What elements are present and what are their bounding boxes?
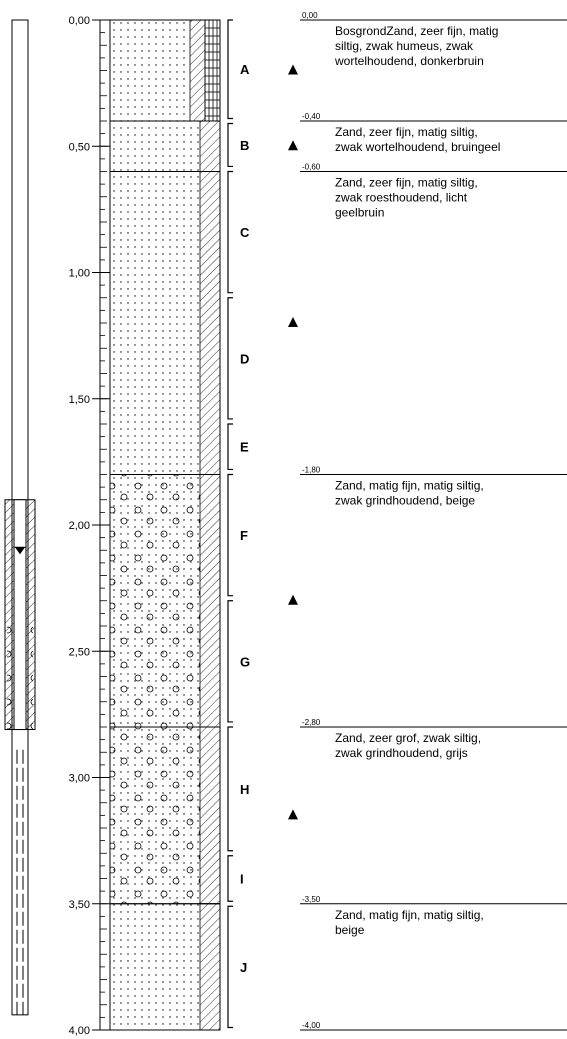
sample-label: B [240,138,249,153]
sample-label: A [240,62,250,77]
layer-sand [110,121,200,172]
layer-silt [190,20,205,121]
depth-tick-label: 1,00 [69,268,90,280]
sample-bracket [228,601,233,722]
depth-tick-label: 1,50 [69,394,90,406]
layer-depth-label: 0,00 [302,11,318,20]
depth-tick-label: 0,50 [69,141,90,153]
layer-sand [110,172,200,475]
layer-description: siltig, zwak humeus, zwak [335,39,474,53]
depth-tick-label: 2,00 [69,520,90,532]
layer-sand [110,904,200,1030]
layer-description: zwak wortelhoudend, bruingeel [335,140,500,154]
layer-description: Zand, matig fijn, matig siltig, [335,908,484,922]
layer-depth-label: -2,80 [302,718,321,727]
sample-marker [288,140,298,150]
sample-label: E [240,440,249,455]
sample-label: D [240,351,249,366]
sample-label: G [240,654,250,669]
sample-bracket [228,298,233,419]
layer-silt [200,475,220,728]
sample-bracket [228,124,233,167]
sample-label: I [240,872,244,887]
layer-depth-label: -0,60 [302,163,321,172]
layer-silt [200,121,220,172]
sample-bracket [228,20,233,118]
layer-description: Zand, zeer fijn, matig siltig, [335,125,478,139]
depth-tick-label: 3,50 [69,899,90,911]
sample-bracket [228,424,233,469]
layer-description: BosgrondZand, zeer fijn, matig [335,24,498,38]
layer-silt [200,172,220,475]
sample-bracket [228,475,233,596]
layer-depth-label: -0,40 [302,112,321,121]
depth-tick-label: 0,00 [69,15,90,27]
sample-bracket [228,172,233,293]
layer-depth-label: -1,80 [302,466,321,475]
borehole-log: 0,00 0,50 1,00 1,50 2,00 2,50 3,00 3,50 4,00 0,00… [0,0,567,1039]
sample-label: J [240,960,247,975]
layer-description: wortelhoudend, donkerbruin [334,54,484,68]
layer-description: zwak roesthoudend, licht [335,191,468,205]
well-inner [14,500,26,730]
layer-sand [110,20,190,121]
sample-marker [288,317,298,327]
layer-description: geelbruin [335,206,384,220]
layer-gravel [110,727,200,904]
sample-marker [288,65,298,75]
layer-depth-label: -4,00 [302,1021,321,1030]
sample-label: F [240,528,248,543]
sample-marker [288,809,298,819]
sample-bracket [228,906,233,1027]
layer-description: Zand, zeer fijn, matig siltig, [335,176,478,190]
layer-silt [200,727,220,904]
sample-marker [288,595,298,605]
layer-description: Zand, zeer grof, zwak siltig, [335,731,481,745]
sample-bracket [228,856,233,901]
layer-description: zwak grindhoudend, grijs [335,746,468,760]
sample-label: H [240,782,249,797]
layer-gravel [110,475,200,728]
depth-tick-label: 2,50 [69,646,90,658]
layer-description: Zand, matig fijn, matig siltig, [335,479,484,493]
sample-label: C [240,225,250,240]
depth-tick-label: 3,00 [69,773,90,785]
layer-silt [200,904,220,1030]
page: { "depth_axis": { "range": [0, 4], "tick… [0,0,567,1039]
layer-description: zwak grindhoudend, beige [335,494,475,508]
layer-roots-h [205,20,220,121]
layer-depth-label: -3,50 [302,895,321,904]
depth-tick-label: 4,00 [69,1025,90,1037]
sample-bracket [228,727,233,851]
layer-description: beige [335,923,365,937]
